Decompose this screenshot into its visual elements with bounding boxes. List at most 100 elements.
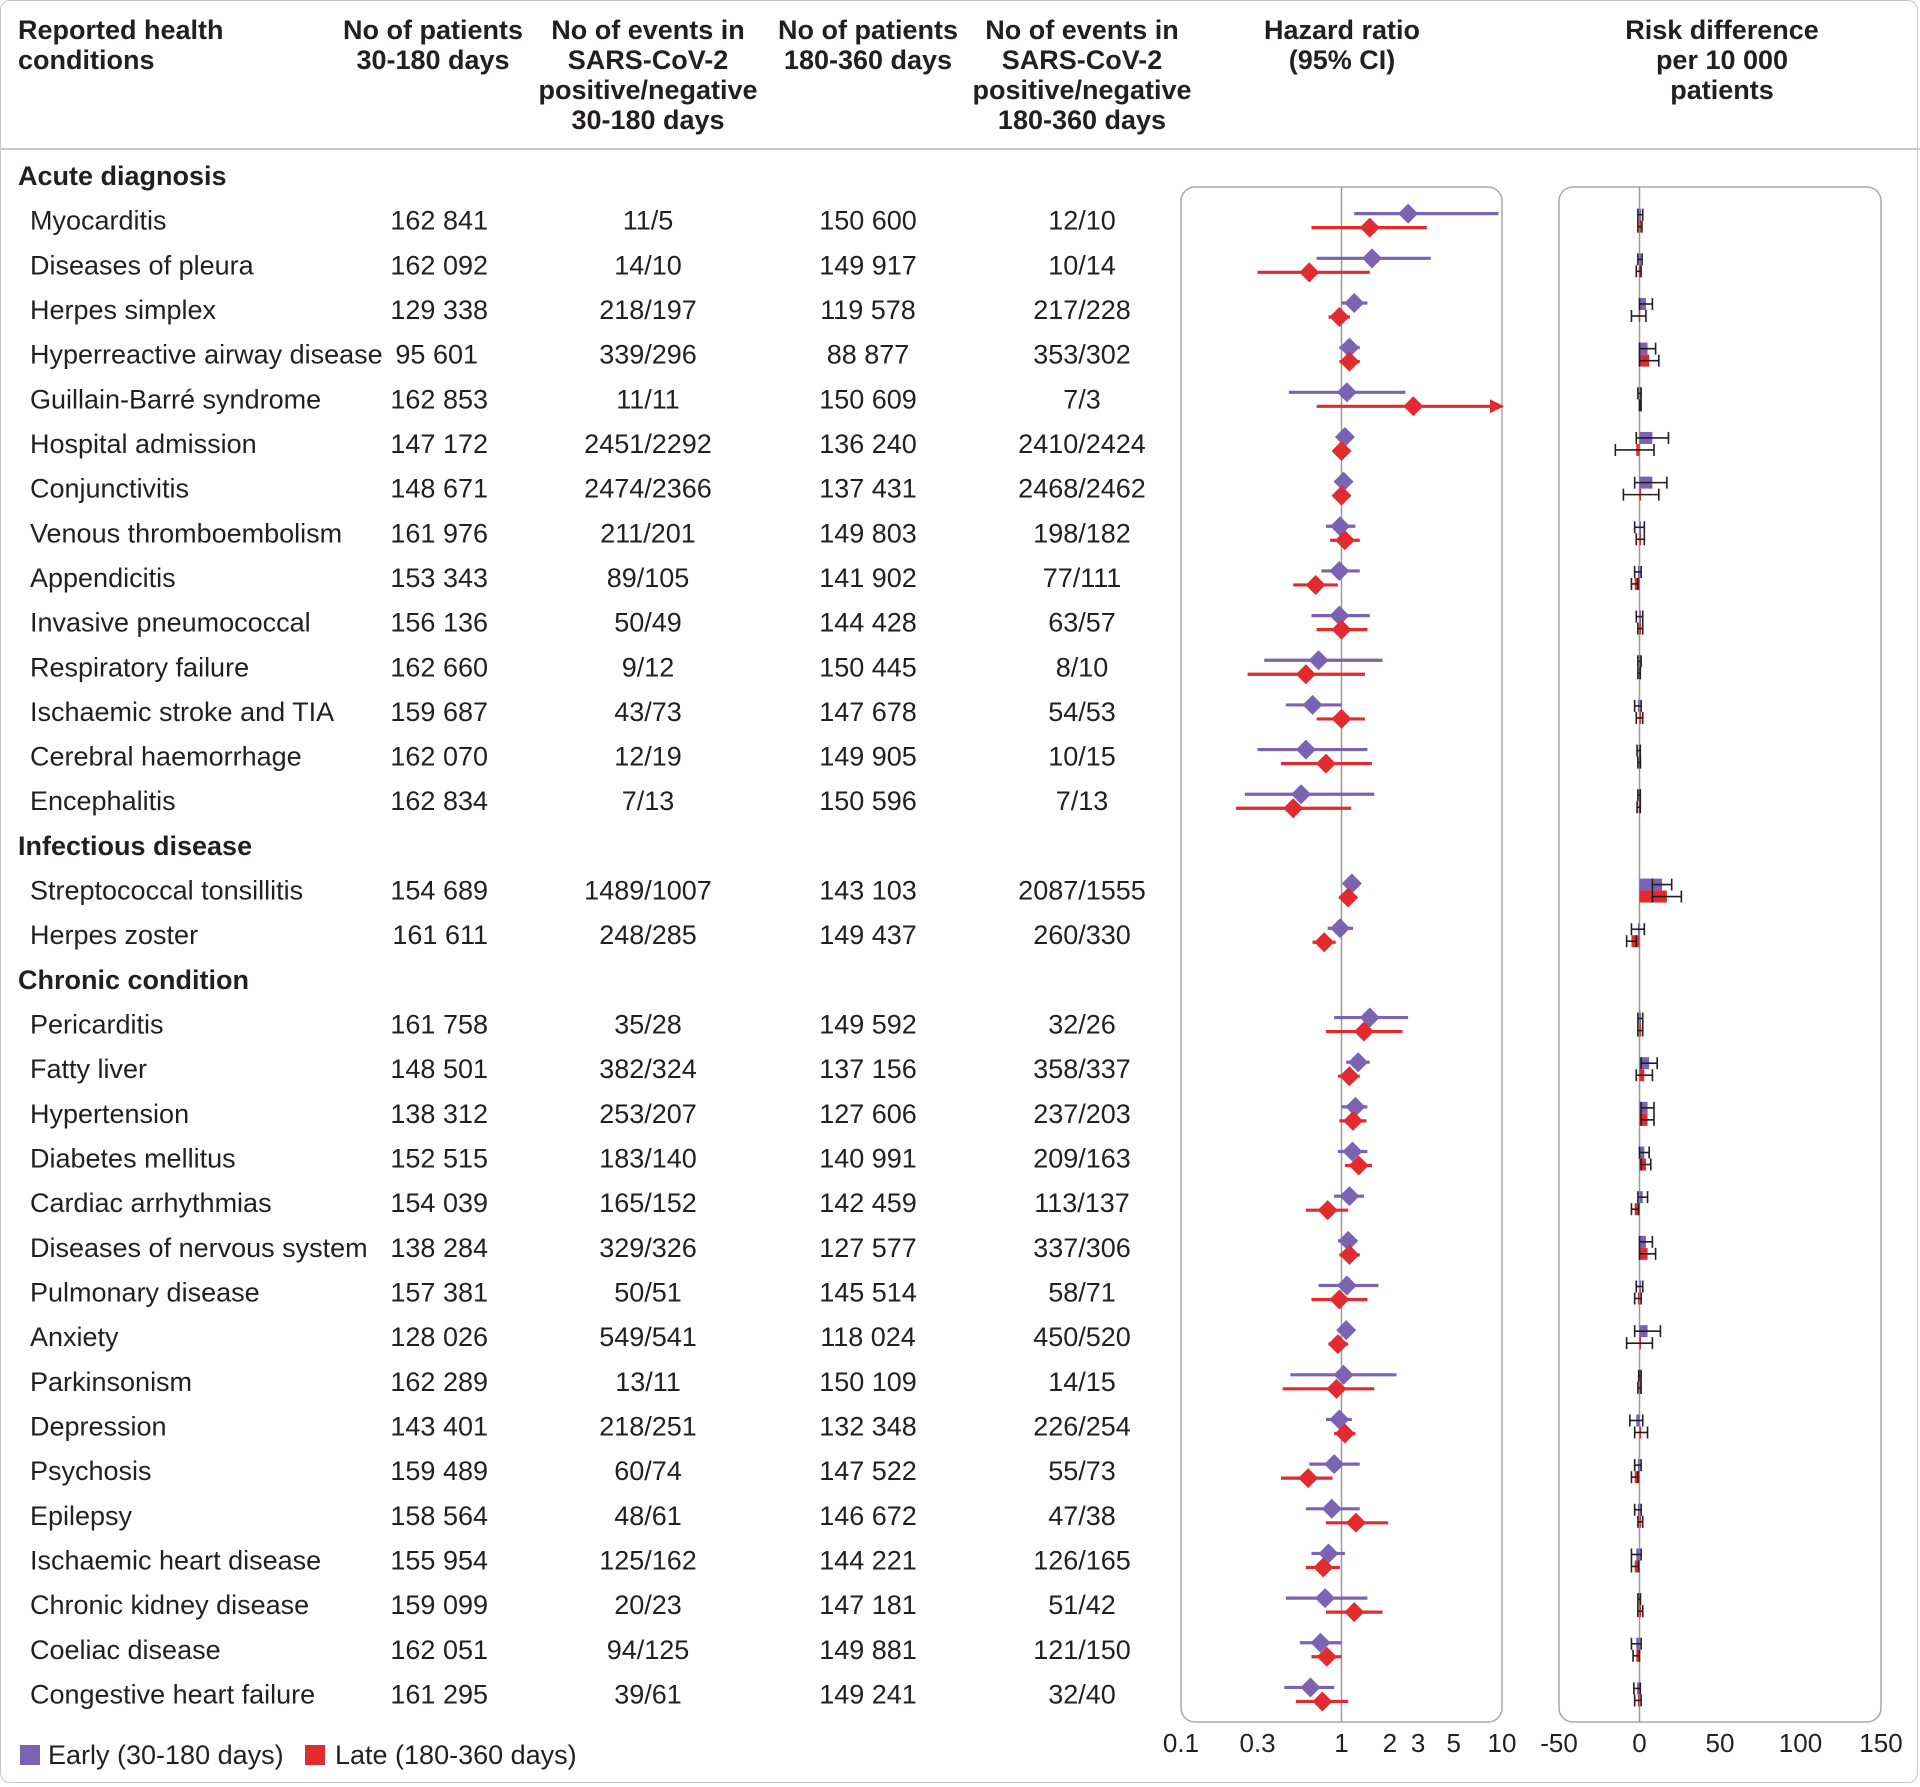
hr-point (1334, 1423, 1355, 1444)
table-cell: 145 514 (819, 1278, 917, 1308)
table-cell: 32/26 (1048, 1010, 1116, 1040)
rd-tick-label: 100 (1779, 1728, 1822, 1758)
table-cell: 11/5 (623, 206, 674, 236)
table-cell: 147 172 (390, 429, 488, 459)
table-cell: Congestive heart failure (30, 1679, 315, 1709)
hr-point (1336, 382, 1357, 403)
table-cell: 2087/1555 (1018, 876, 1146, 906)
header-e1-line: 30-180 days (571, 105, 724, 135)
header-n2-line: 180-360 days (784, 45, 952, 75)
table-cell: 63/57 (1048, 608, 1116, 638)
table-cell: 7/13 (1056, 786, 1109, 816)
table-cell: 142 459 (819, 1188, 917, 1218)
hr-point (1362, 248, 1383, 269)
hr-point (1348, 1052, 1369, 1073)
hr-point (1331, 440, 1352, 461)
hr-point (1336, 1320, 1357, 1341)
table-cell: 157 381 (390, 1278, 488, 1308)
table-cell: 211/201 (600, 518, 696, 548)
legend-early-label: Early (30-180 days) (48, 1740, 284, 1770)
table-cell: 549/541 (599, 1322, 697, 1352)
rd-tick-label: -50 (1540, 1728, 1578, 1758)
header-hr-line: (95% CI) (1289, 45, 1396, 75)
table-cell: 118 024 (820, 1322, 916, 1352)
table-cell: 2410/2424 (1018, 429, 1146, 459)
table-cell: 150 609 (819, 384, 917, 414)
hr-point (1315, 753, 1336, 774)
table-cell: 48/61 (614, 1501, 682, 1531)
rd-tick-label: 0 (1632, 1728, 1646, 1758)
hr-tick-label: 2 (1383, 1728, 1397, 1758)
hr-point (1295, 739, 1316, 760)
table-cell: 50/51 (614, 1278, 682, 1308)
hr-point (1298, 1468, 1319, 1489)
table-cell: 149 905 (819, 742, 917, 772)
hr-point (1313, 1557, 1334, 1578)
table-cell: 51/42 (1048, 1590, 1116, 1620)
table-cell: 217/228 (1033, 295, 1131, 325)
table-cell: 162 834 (390, 786, 488, 816)
hr-point (1324, 1454, 1345, 1475)
table-cell: 8/10 (1056, 652, 1109, 682)
hr-point (1312, 1691, 1333, 1712)
table-cell: Diseases of pleura (30, 250, 255, 280)
hr-point (1331, 708, 1352, 729)
hr-point (1327, 1334, 1348, 1355)
header-e2-line: positive/negative (972, 75, 1191, 105)
table-cell: 129 338 (390, 295, 488, 325)
table-cell: 161 295 (390, 1679, 488, 1709)
table-cell: Respiratory failure (30, 652, 249, 682)
table-cell: 121/150 (1033, 1635, 1131, 1665)
table-cell: 35/28 (614, 1010, 682, 1040)
legend-early-swatch (20, 1745, 40, 1765)
hr-point (1339, 1066, 1360, 1087)
table-cell: 149 917 (819, 250, 917, 280)
table-cell: 20/23 (614, 1590, 682, 1620)
header-hr-line: Hazard ratio (1264, 15, 1420, 45)
table-cell: Invasive pneumococcal (30, 608, 311, 638)
table-cell: 253/207 (599, 1099, 697, 1129)
table-cell: 152 515 (390, 1144, 488, 1174)
hr-point (1329, 560, 1350, 581)
hr-point (1326, 1378, 1347, 1399)
table-cell: 2451/2292 (584, 429, 712, 459)
table-cell: Hyperreactive airway disease (30, 340, 383, 370)
table-cell: 9/12 (622, 652, 675, 682)
table-cell: 136 240 (819, 429, 917, 459)
table-cell: 146 672 (819, 1501, 917, 1531)
hr-point (1341, 873, 1362, 894)
header-e2-line: SARS-CoV-2 (1002, 45, 1163, 75)
table-cell: Ischaemic heart disease (30, 1545, 321, 1575)
table-cell: 149 592 (819, 1010, 917, 1040)
table-cell: 161 611 (392, 920, 488, 950)
section-title: Acute diagnosis (18, 161, 227, 191)
table-cell: 43/73 (614, 697, 682, 727)
table-cell: 140 991 (819, 1144, 917, 1174)
hr-point (1329, 306, 1350, 327)
table-cell: 144 221 (819, 1545, 917, 1575)
table-cell: 153 343 (390, 563, 488, 593)
table-cell: 58/71 (1048, 1278, 1116, 1308)
hr-point (1345, 1512, 1366, 1533)
table-cell: 156 136 (390, 608, 488, 638)
table-cell: Cerebral haemorrhage (30, 742, 302, 772)
header-condition-line: Reported health (18, 15, 224, 45)
hazard-ratio-panel: 0.1 0.3 1 2 3 5 10 (1163, 186, 1516, 1758)
table-cell: 248/285 (599, 920, 697, 950)
table-cell: Epilepsy (30, 1501, 133, 1531)
table-cell: 137 156 (819, 1054, 917, 1084)
table-cell: 159 687 (390, 697, 488, 727)
hr-point (1283, 798, 1304, 819)
table-cell: 147 678 (819, 697, 917, 727)
table-cell: 14/10 (614, 250, 682, 280)
hr-point (1336, 1275, 1357, 1296)
table-cell: 88 877 (827, 340, 910, 370)
hr-point (1353, 1021, 1374, 1042)
header-n1-line: No of patients (343, 15, 523, 45)
table-cell: 149 881 (819, 1635, 917, 1665)
table-cell: 183/140 (599, 1144, 697, 1174)
table-cell: 159 099 (390, 1590, 488, 1620)
table-cell: 329/326 (599, 1233, 697, 1263)
table-cell: 148 501 (390, 1054, 488, 1084)
